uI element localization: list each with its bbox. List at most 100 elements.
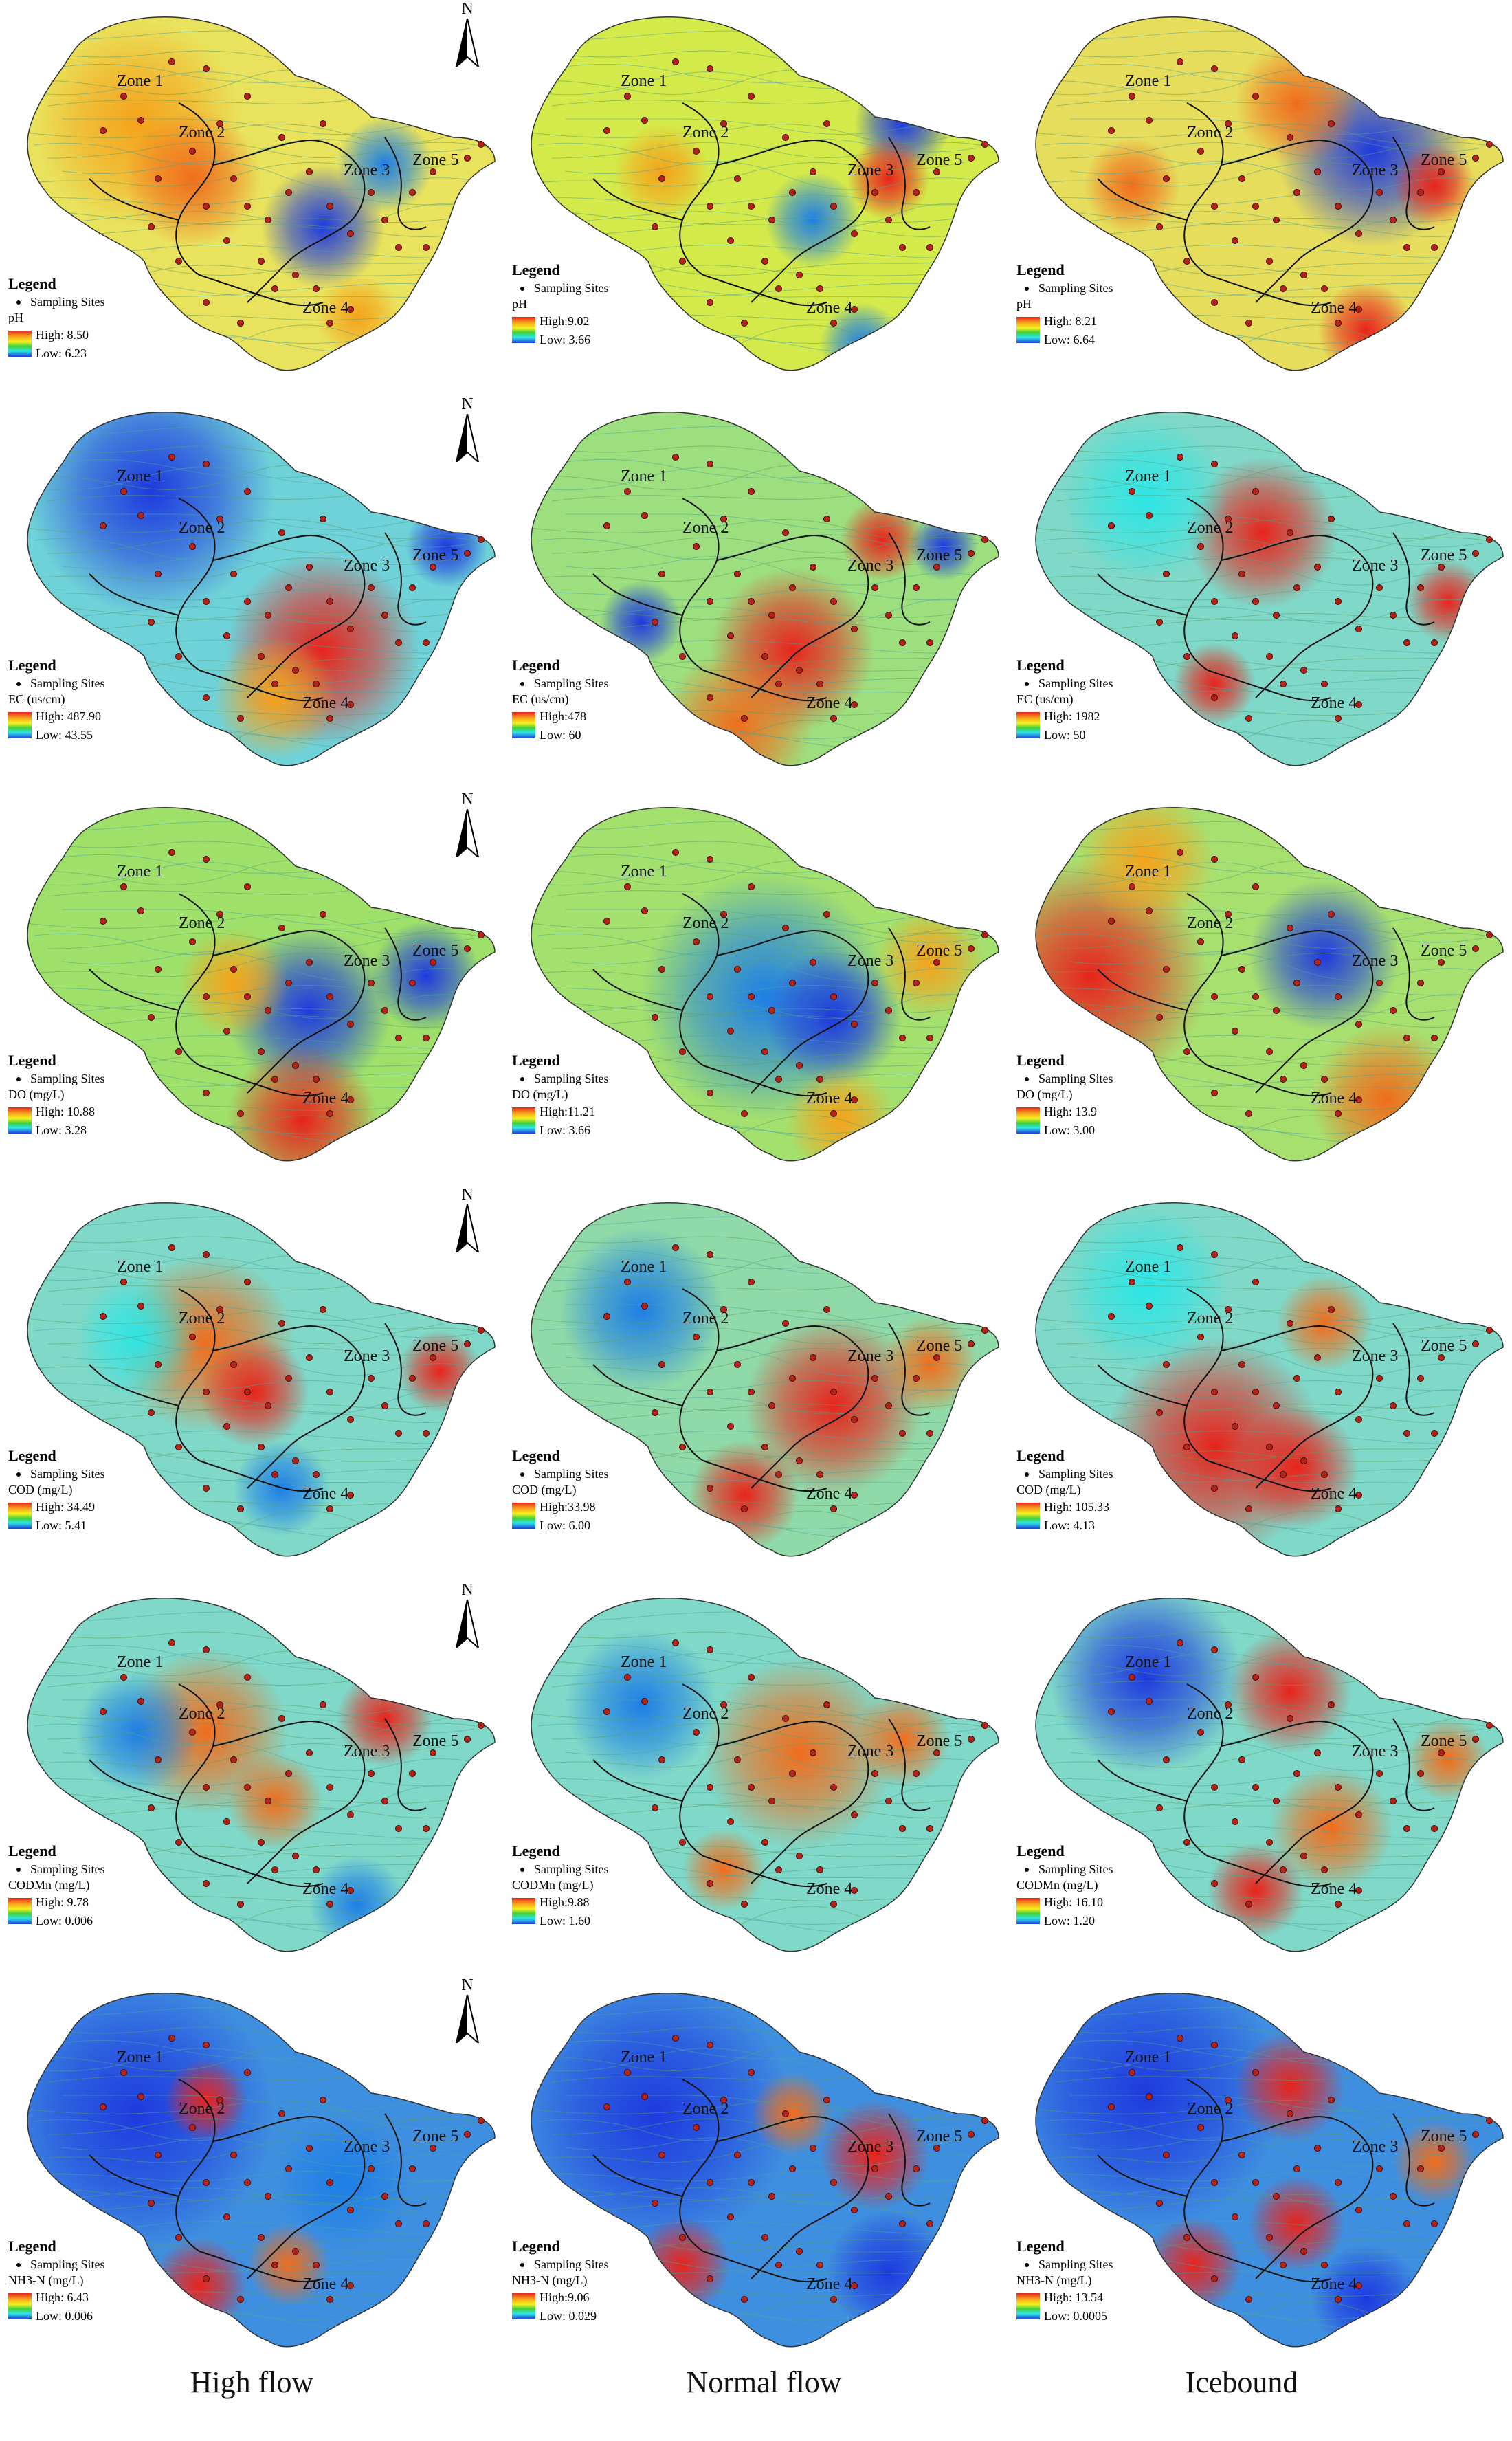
legend-sites-entry: Sampling Sites	[1025, 1072, 1113, 1086]
sampling-site	[816, 2262, 823, 2268]
zone-boundary	[247, 955, 366, 1094]
map-legend: Legend Sampling Sites COD (mg/L) High: 34.4…	[8, 1447, 105, 1533]
sampling-site	[1163, 1361, 1170, 1368]
sampling-site	[816, 1866, 823, 1873]
sampling-site	[1232, 1423, 1238, 1430]
zone-boundary	[702, 274, 827, 307]
river-line	[1069, 1742, 1503, 1771]
zone-label: Zone 2	[179, 1705, 225, 1723]
sampling-site	[1211, 2179, 1218, 2186]
sampling-site	[1129, 1674, 1135, 1681]
sampling-site	[968, 155, 975, 162]
map-panel: Zone 1 Zone 2 Zone 3 Zone 4 Zone 5 Legend Samp…	[0, 395, 504, 791]
sampling-site	[761, 653, 768, 660]
sampling-site	[761, 1444, 768, 1450]
legend-variable: NH3-N (mg/L)	[8, 2273, 84, 2287]
sampling-site	[707, 65, 713, 72]
basin-map: Zone 1 Zone 2 Zone 3 Zone 4 Zone 5	[27, 16, 496, 371]
zone-label: Zone 4	[302, 299, 348, 317]
zone-label: Zone 4	[1311, 1090, 1357, 1107]
sampling-site	[1376, 1770, 1383, 1777]
zone-boundary	[1183, 102, 1224, 276]
legend-sites-label: Sampling Sites	[1038, 676, 1113, 691]
sampling-site	[672, 454, 679, 461]
river-line	[1069, 2180, 1503, 2205]
zone-label: Zone 4	[1311, 1880, 1357, 1898]
sampling-site	[368, 2165, 375, 2172]
sampling-site	[782, 1320, 789, 1327]
sampling-site	[1177, 1244, 1183, 1251]
site-dot-icon	[16, 1076, 21, 1081]
legend-sites-label: Sampling Sites	[534, 676, 609, 691]
site-dot-icon	[520, 681, 524, 686]
basin-boundary	[1035, 1993, 1504, 2348]
sampling-site	[1376, 189, 1383, 196]
sampling-site	[381, 1798, 388, 1804]
zone-boundary	[1221, 535, 1366, 561]
sampling-site	[395, 2220, 402, 2227]
sampling-site	[271, 681, 278, 687]
river-line	[565, 2137, 999, 2167]
sampling-site	[885, 1798, 892, 1804]
sampling-site	[789, 1375, 796, 1382]
sampling-site	[796, 1062, 803, 1069]
sampling-site	[748, 1784, 755, 1791]
sampling-site	[933, 2145, 940, 2152]
sampling-site	[320, 2097, 326, 2103]
sampling-site	[237, 320, 244, 327]
sampling-site	[816, 681, 823, 687]
sampling-site	[761, 1839, 768, 1846]
sampling-site	[851, 1811, 858, 1818]
sampling-site	[306, 1749, 313, 1756]
sampling-site	[830, 203, 837, 210]
river-line	[61, 556, 495, 586]
basin-map: Zone 1 Zone 2 Zone 3 Zone 4 Zone 5	[27, 807, 496, 1162]
sampling-site	[1211, 203, 1218, 210]
sampling-site	[1287, 1715, 1293, 1722]
river-line	[537, 534, 979, 560]
sampling-site	[137, 117, 144, 124]
sampling-site	[1335, 598, 1342, 605]
sampling-site	[679, 258, 686, 265]
zone-label: Zone 4	[1311, 2275, 1357, 2293]
sampling-site	[203, 1090, 210, 1096]
site-dot-icon	[520, 1076, 524, 1081]
map-legend: Legend Sampling Sites EC (us/cm) High: 487.…	[8, 656, 105, 742]
sampling-site	[423, 1430, 430, 1437]
sampling-site	[1486, 1327, 1493, 1334]
zone-boundary	[199, 1855, 324, 1888]
map-panel: Zone 1 Zone 2 Zone 3 Zone 4 Zone 5 Legend Samp…	[0, 791, 504, 1186]
sampling-site	[981, 141, 988, 148]
basin-boundary	[1035, 412, 1504, 766]
zone-label: Zone 1	[1125, 2048, 1171, 2066]
sampling-site	[1225, 120, 1232, 127]
river-line	[1042, 1720, 1483, 1746]
sampling-site	[1273, 612, 1280, 619]
zone-label: Zone 2	[682, 1705, 729, 1723]
sampling-site	[306, 959, 313, 966]
sampling-site	[1335, 715, 1342, 722]
river-line	[1042, 1380, 1483, 1391]
river-line	[47, 537, 489, 554]
basin-boundary	[531, 1993, 999, 2348]
legend-title: Legend	[512, 1447, 560, 1464]
color-ramp	[512, 1897, 535, 1924]
river-line	[27, 2138, 461, 2163]
legend-sites-label: Sampling Sites	[30, 1862, 105, 1877]
value-hotspot	[751, 2073, 834, 2155]
sampling-site	[423, 639, 430, 646]
sampling-site	[782, 529, 789, 536]
sampling-site	[189, 543, 196, 550]
legend-sites-entry: Sampling Sites	[520, 1862, 609, 1877]
sampling-site	[775, 2262, 782, 2268]
basin-boundary	[27, 1598, 496, 1952]
zone-boundary	[716, 930, 862, 956]
river-line	[27, 412, 461, 423]
sampling-site	[1335, 1784, 1342, 1791]
sampling-site	[292, 667, 299, 674]
river-line	[551, 2118, 992, 2135]
site-dot-icon	[16, 681, 21, 686]
sampling-site	[326, 1110, 333, 1117]
value-hotspot	[199, 1337, 309, 1447]
legend-sites-label: Sampling Sites	[534, 2257, 609, 2272]
